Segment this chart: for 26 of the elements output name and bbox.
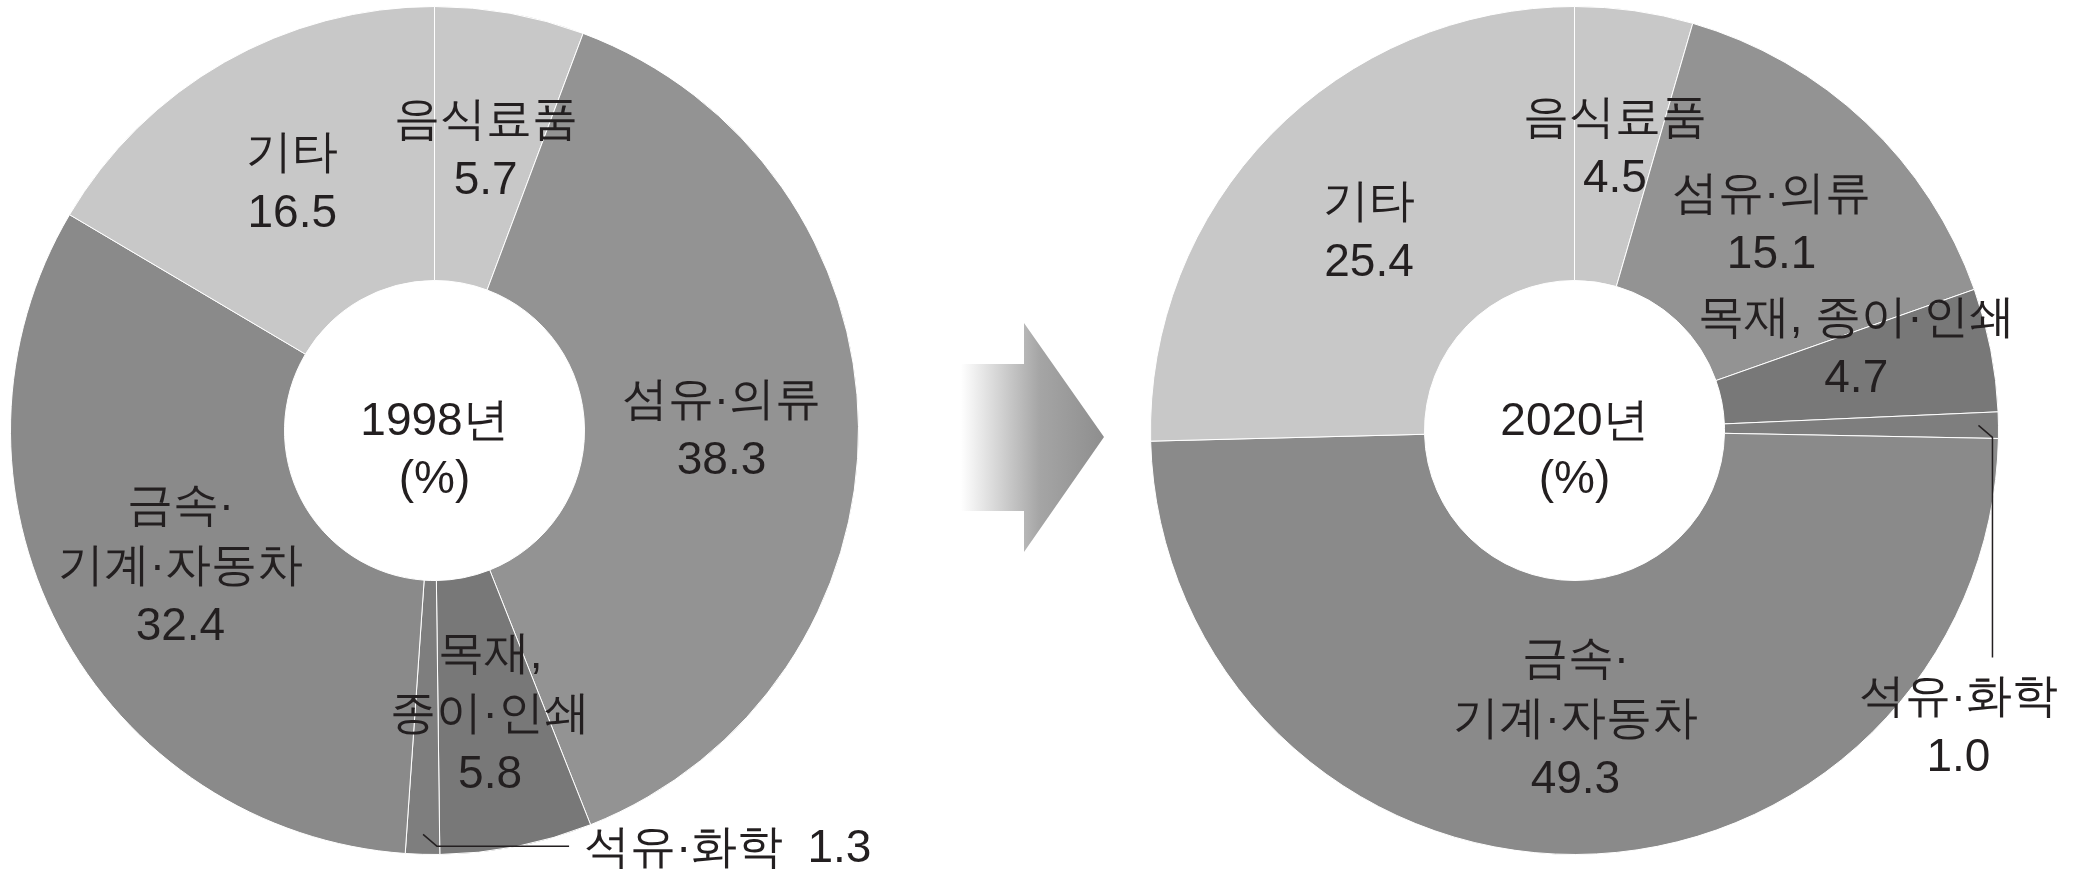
data-label: 5.7 [453, 152, 518, 205]
slice-label: 석유·화학 [1858, 669, 2059, 722]
slice-label: 음식료품 [393, 92, 578, 145]
data-label: 1.3 [807, 820, 872, 873]
slice-label: 금속· 기계·자동차 [1452, 631, 1699, 744]
data-label: 25.4 [1324, 234, 1414, 287]
slice-label: 음식료품 [1522, 90, 1707, 143]
slice-label: 기타 [1323, 174, 1416, 227]
slice-label: 섬유·의류 [621, 371, 822, 424]
data-label: 16.5 [247, 185, 338, 238]
data-label: 32.4 [135, 598, 226, 650]
text: 1998년 [360, 392, 509, 445]
data-label: 15.1 [1726, 225, 1817, 278]
text: (%) [398, 450, 471, 503]
slice-label: 금속· 기계·자동차 [57, 478, 304, 590]
text: (%) [1538, 450, 1611, 503]
data-label: 4.5 [1582, 150, 1647, 203]
slice-label: 석유·화학 [584, 820, 784, 873]
text: 2020년 [1500, 392, 1649, 445]
data-label: 38.3 [676, 431, 767, 484]
slice-label: 섬유·의류 [1671, 165, 1872, 218]
data-label: 5.8 [458, 746, 523, 799]
data-label: 49.3 [1530, 751, 1621, 804]
data-label: 1.0 [1926, 729, 1991, 782]
slice-label: 기타 [246, 125, 339, 178]
data-label: 4.7 [1824, 349, 1889, 402]
